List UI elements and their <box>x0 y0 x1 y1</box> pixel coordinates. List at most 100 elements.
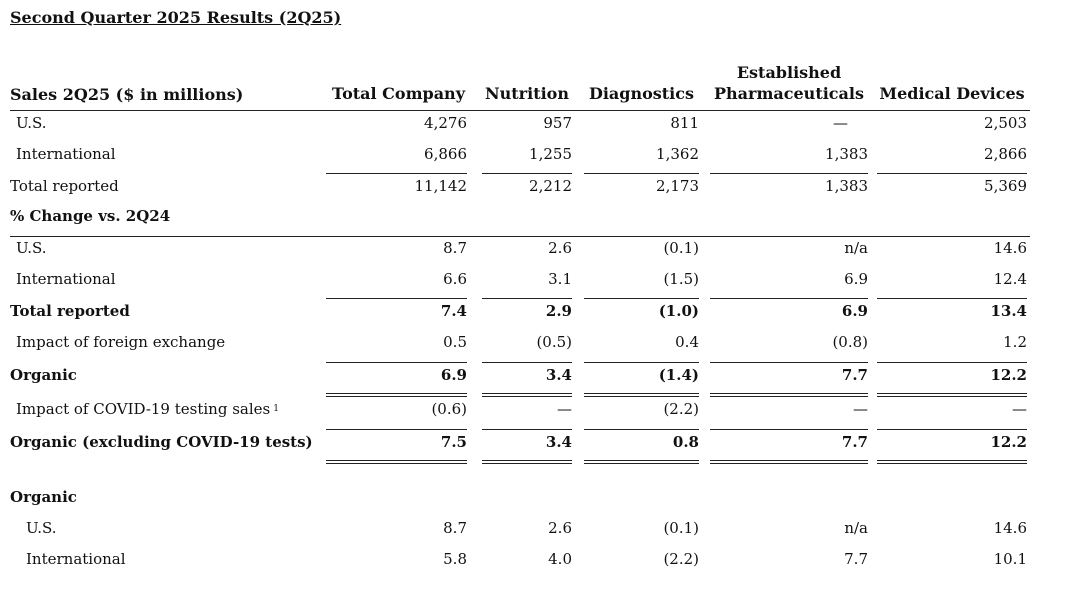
header-total-company: Total Company <box>332 84 465 103</box>
pct-change-header: % Change vs. 2Q24 <box>10 207 171 225</box>
cell-established: 7.7 <box>841 366 868 384</box>
header-nutrition: Nutrition <box>485 84 569 103</box>
row-label: International <box>26 550 126 568</box>
cell-established: 7.7 <box>841 433 868 451</box>
cell-established: 1,383 <box>825 145 868 163</box>
page-title: Second Quarter 2025 Results (2Q25) <box>10 8 342 27</box>
cell-nutrition: 3.1 <box>548 270 572 288</box>
footnote-marker: 1 <box>273 404 279 414</box>
double-rule <box>584 460 699 464</box>
header-sales-label: Sales 2Q25 ($ in millions) <box>10 85 244 104</box>
column-rule <box>482 429 572 430</box>
cell-established: 6.9 <box>841 302 868 320</box>
cell-nutrition: (0.5) <box>536 333 572 351</box>
column-rule <box>326 362 467 363</box>
column-rule <box>710 298 868 299</box>
cell-diagnostics: (1.4) <box>658 366 699 384</box>
row-label: Organic <box>10 366 77 384</box>
cell-devices: 13.4 <box>990 302 1027 320</box>
table-header-row: Sales 2Q25 ($ in millions) Total Company… <box>10 58 1030 104</box>
header-medical-devices: Medical Devices <box>879 84 1025 103</box>
cell-diagnostics: 1,362 <box>656 145 699 163</box>
column-rule <box>326 298 467 299</box>
cell-nutrition: 2,212 <box>529 177 572 195</box>
row-label: Total reported <box>10 177 119 195</box>
table-row: Total reported 11,142 2,212 2,173 1,383 … <box>10 171 1030 201</box>
cell-established: — <box>833 114 848 132</box>
cell-devices: 12.4 <box>993 270 1027 288</box>
table-row: Organic 6.9 3.4 (1.4) 7.7 12.2 <box>10 360 1030 390</box>
double-rule <box>877 393 1027 397</box>
header-established-line1: Established <box>736 63 842 82</box>
cell-devices: 5,369 <box>984 177 1027 195</box>
cell-devices: 1.2 <box>1003 333 1027 351</box>
cell-total: 7.5 <box>440 433 467 451</box>
table-row: Total reported 7.4 2.9 (1.0) 6.9 13.4 <box>10 296 1030 326</box>
cell-established: 7.7 <box>844 550 868 568</box>
cell-nutrition: 957 <box>543 114 572 132</box>
column-rule <box>482 362 572 363</box>
row-label: U.S. <box>26 519 57 537</box>
header-rule <box>10 110 1030 111</box>
cell-devices: 2,866 <box>984 145 1027 163</box>
column-rule <box>326 173 467 174</box>
cell-total: 5.8 <box>443 550 467 568</box>
table-row: Organic (excluding COVID-19 tests) 7.5 3… <box>10 427 1030 457</box>
table-row: International 6,866 1,255 1,362 1,383 2,… <box>10 139 1030 169</box>
cell-diagnostics: (0.1) <box>663 239 699 257</box>
column-rule <box>710 362 868 363</box>
cell-nutrition: 2.6 <box>548 519 572 537</box>
cell-established: n/a <box>844 239 868 257</box>
row-label: International <box>16 270 116 288</box>
column-rule <box>584 429 699 430</box>
cell-diagnostics: (1.5) <box>663 270 699 288</box>
section-header: Organic <box>10 482 1030 512</box>
cell-diagnostics: (2.2) <box>663 550 699 568</box>
column-rule <box>584 362 699 363</box>
double-rule <box>326 460 467 464</box>
column-rule <box>877 362 1027 363</box>
cell-total: 0.5 <box>443 333 467 351</box>
cell-total: 11,142 <box>414 177 468 195</box>
row-label: U.S. <box>16 239 47 257</box>
cell-diagnostics: 811 <box>670 114 699 132</box>
cell-diagnostics: (0.1) <box>663 519 699 537</box>
cell-devices: 12.2 <box>990 366 1027 384</box>
table-row: U.S. 8.7 2.6 (0.1) n/a 14.6 <box>10 513 1030 543</box>
column-rule <box>584 298 699 299</box>
cell-diagnostics: (1.0) <box>658 302 699 320</box>
cell-established: 1,383 <box>825 177 868 195</box>
cell-devices: 2,503 <box>984 114 1027 132</box>
covid-label: Impact of COVID-19 testing sales <box>16 400 271 418</box>
cell-devices: 12.2 <box>990 433 1027 451</box>
double-rule <box>877 460 1027 464</box>
cell-total: 8.7 <box>443 519 467 537</box>
column-rule <box>584 173 699 174</box>
double-rule <box>326 393 467 397</box>
cell-total: 7.4 <box>440 302 467 320</box>
cell-nutrition: 3.4 <box>545 433 572 451</box>
organic-header: Organic <box>10 488 77 506</box>
cell-nutrition: 1,255 <box>529 145 572 163</box>
cell-nutrition: 2.9 <box>545 302 572 320</box>
cell-nutrition: 2.6 <box>548 239 572 257</box>
header-established-line2: Pharmaceuticals <box>714 84 864 103</box>
cell-devices: 14.6 <box>993 239 1027 257</box>
header-diagnostics: Diagnostics <box>588 84 695 103</box>
column-rule <box>482 173 572 174</box>
cell-established: — <box>853 400 868 418</box>
cell-devices: — <box>1012 400 1027 418</box>
cell-nutrition: 3.4 <box>545 366 572 384</box>
column-rule <box>877 173 1027 174</box>
section-rule <box>10 236 1030 237</box>
cell-total: (0.6) <box>431 400 467 418</box>
cell-established: 6.9 <box>844 270 868 288</box>
cell-devices: 14.6 <box>993 519 1027 537</box>
row-label: Impact of COVID-19 testing sales 1 <box>10 394 336 424</box>
row-label: Impact of foreign exchange <box>16 333 226 351</box>
row-label: U.S. <box>16 114 47 132</box>
cell-diagnostics: 0.4 <box>675 333 699 351</box>
double-rule <box>482 460 572 464</box>
cell-total: 4,276 <box>424 114 467 132</box>
cell-total: 8.7 <box>443 239 467 257</box>
